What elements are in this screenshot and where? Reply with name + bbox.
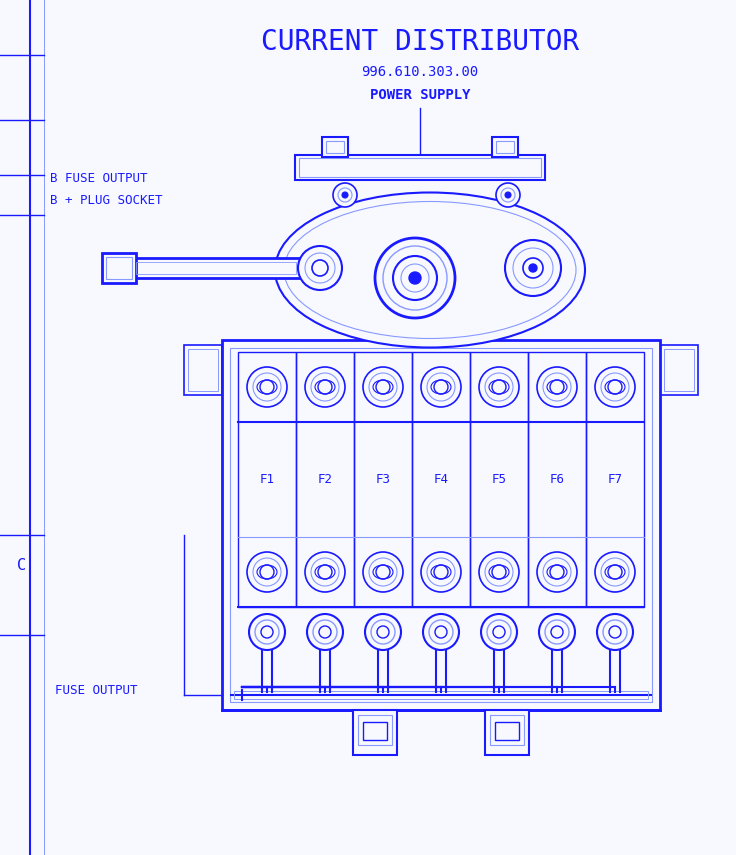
- Text: C: C: [18, 557, 26, 573]
- Circle shape: [539, 614, 575, 650]
- Bar: [295, 155, 545, 180]
- Bar: [528, 352, 586, 607]
- Text: F7: F7: [607, 473, 623, 486]
- Circle shape: [421, 552, 461, 592]
- Circle shape: [479, 552, 519, 592]
- Bar: [489, 715, 524, 745]
- Circle shape: [423, 614, 459, 650]
- Circle shape: [305, 552, 345, 592]
- Circle shape: [529, 264, 537, 272]
- Bar: [136, 262, 296, 274]
- Bar: [470, 352, 528, 607]
- Circle shape: [363, 552, 403, 592]
- Bar: [326, 141, 344, 153]
- Circle shape: [342, 192, 348, 198]
- Circle shape: [421, 367, 461, 407]
- Circle shape: [505, 240, 561, 296]
- Text: F3: F3: [375, 473, 391, 486]
- Bar: [358, 715, 392, 745]
- Bar: [412, 352, 470, 607]
- Text: B FUSE OUTPUT: B FUSE OUTPUT: [50, 172, 147, 185]
- Circle shape: [537, 367, 577, 407]
- Circle shape: [247, 367, 287, 407]
- Bar: [485, 710, 528, 755]
- Circle shape: [481, 614, 517, 650]
- Circle shape: [496, 183, 520, 207]
- Text: 996.610.303.00: 996.610.303.00: [361, 65, 478, 79]
- Circle shape: [247, 552, 287, 592]
- Circle shape: [307, 614, 343, 650]
- Bar: [364, 722, 387, 740]
- Bar: [132, 258, 300, 278]
- Text: F2: F2: [317, 473, 333, 486]
- Text: CURRENT DISTRIBUTOR: CURRENT DISTRIBUTOR: [261, 28, 579, 56]
- Bar: [296, 352, 354, 607]
- Bar: [238, 352, 296, 607]
- Text: FUSE OUTPUT: FUSE OUTPUT: [55, 683, 138, 697]
- Circle shape: [298, 246, 342, 290]
- Circle shape: [363, 367, 403, 407]
- Text: POWER SUPPLY: POWER SUPPLY: [369, 88, 470, 102]
- Circle shape: [595, 552, 635, 592]
- Circle shape: [595, 367, 635, 407]
- Text: F5: F5: [492, 473, 506, 486]
- Text: F1: F1: [260, 473, 275, 486]
- Text: F6: F6: [550, 473, 565, 486]
- Bar: [102, 253, 136, 283]
- Bar: [586, 352, 644, 607]
- Circle shape: [365, 614, 401, 650]
- Circle shape: [249, 614, 285, 650]
- Bar: [106, 257, 132, 279]
- Bar: [664, 349, 694, 391]
- Bar: [230, 348, 652, 702]
- Bar: [496, 141, 514, 153]
- Bar: [188, 349, 218, 391]
- Bar: [234, 691, 648, 699]
- Text: B + PLUG SOCKET: B + PLUG SOCKET: [50, 193, 163, 207]
- Text: F4: F4: [434, 473, 448, 486]
- Circle shape: [409, 272, 421, 284]
- Circle shape: [375, 238, 455, 318]
- Circle shape: [479, 367, 519, 407]
- Bar: [353, 710, 397, 755]
- Bar: [492, 137, 518, 157]
- Bar: [222, 340, 660, 710]
- Circle shape: [305, 367, 345, 407]
- Circle shape: [537, 552, 577, 592]
- Bar: [354, 352, 412, 607]
- Ellipse shape: [275, 192, 585, 347]
- Bar: [184, 345, 222, 395]
- Bar: [495, 722, 519, 740]
- Circle shape: [505, 192, 511, 198]
- Bar: [660, 345, 698, 395]
- Bar: [299, 158, 541, 177]
- Bar: [322, 137, 348, 157]
- Circle shape: [333, 183, 357, 207]
- Circle shape: [597, 614, 633, 650]
